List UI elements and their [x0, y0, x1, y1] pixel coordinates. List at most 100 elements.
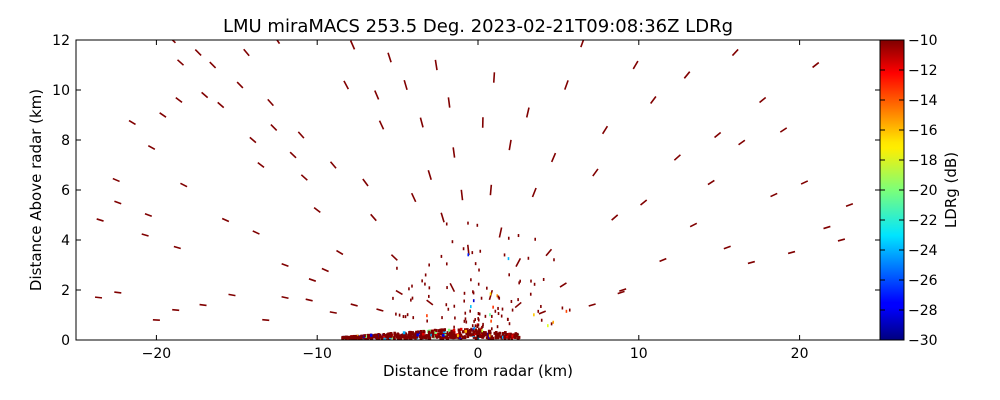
- clutter-cell: [351, 335, 354, 339]
- clutter-cell: [500, 336, 504, 340]
- echo-segment: [243, 48, 250, 57]
- clutter-cell: [509, 332, 512, 336]
- y-tick-label: 8: [61, 133, 70, 149]
- echo-speckle: [402, 315, 405, 319]
- echo-segment: [349, 40, 356, 50]
- colorbar-tick-label: −14: [908, 93, 938, 109]
- clutter-cell: [344, 335, 348, 339]
- echo-speckle: [517, 234, 520, 238]
- echo-speckle: [421, 279, 423, 283]
- echo-speckle: [550, 322, 553, 326]
- echo-segment: [390, 254, 398, 261]
- echo-segment: [650, 96, 657, 104]
- clutter-cell: [517, 335, 521, 339]
- echo-segment: [449, 282, 456, 293]
- echo-speckle: [530, 279, 532, 283]
- echo-segment: [281, 262, 289, 268]
- clutter-cell: [375, 333, 378, 337]
- clutter-cell: [443, 335, 447, 339]
- clutter-cell: [474, 336, 478, 340]
- clutter-cell: [447, 333, 451, 337]
- echo-speckle: [480, 327, 482, 331]
- colorbar-tick-label: −24: [908, 243, 938, 259]
- clutter-cell: [369, 333, 373, 337]
- clutter-cell: [496, 336, 500, 340]
- echo-speckle: [473, 319, 475, 323]
- echo-speckle: [445, 303, 448, 307]
- x-tick-label: 20: [791, 346, 809, 362]
- echo-speckle: [453, 331, 455, 335]
- echo-speckle: [477, 311, 480, 315]
- echo-speckle: [517, 298, 519, 302]
- clutter-cell: [454, 335, 457, 339]
- echo-segment: [257, 161, 265, 169]
- echo-speckle: [506, 317, 509, 321]
- echo-speckle: [424, 282, 426, 286]
- clutter-cell: [411, 335, 414, 339]
- colorbar-tick-label: −30: [908, 333, 938, 349]
- echo-speckle: [428, 286, 431, 290]
- echo-segment: [267, 98, 274, 107]
- clutter-cell: [402, 335, 405, 339]
- echo-segment: [114, 200, 122, 205]
- clutter-cell: [422, 329, 425, 333]
- clutter-cell: [437, 334, 440, 338]
- echo-speckle: [467, 221, 469, 225]
- clutter-cell: [380, 336, 384, 340]
- echo-segment: [588, 303, 596, 307]
- clutter-cell: [463, 335, 466, 339]
- clutter-cell: [470, 333, 474, 337]
- clutter-cell: [472, 335, 476, 339]
- clutter-cell: [450, 333, 454, 337]
- echo-speckle: [547, 324, 549, 328]
- clutter-cell: [421, 334, 424, 338]
- echo-segment: [800, 180, 809, 185]
- clutter-cell: [461, 336, 464, 340]
- echo-speckle: [472, 290, 474, 294]
- echo-layer: [94, 40, 854, 340]
- x-tick-label: 10: [630, 346, 648, 362]
- echo-speckle: [490, 319, 492, 323]
- clutter-cell: [445, 333, 449, 337]
- clutter-cell: [426, 334, 429, 338]
- echo-speckle: [478, 312, 481, 316]
- echo-speckle: [519, 279, 521, 283]
- echo-segment: [336, 249, 344, 256]
- echo-speckle: [404, 315, 407, 319]
- echo-segment: [492, 72, 496, 83]
- echo-speckle: [447, 307, 450, 311]
- clutter-cell: [411, 331, 414, 335]
- echo-speckle: [497, 295, 500, 299]
- echo-speckle: [463, 299, 466, 303]
- clutter-cell: [443, 328, 447, 332]
- echo-speckle: [565, 309, 568, 313]
- clutter-cell: [410, 334, 413, 338]
- echo-speckle: [478, 327, 480, 331]
- echo-speckle: [408, 287, 410, 291]
- echo-speckle: [446, 286, 448, 290]
- echo-segment: [452, 147, 456, 158]
- clutter-cell: [477, 329, 481, 333]
- clutter-cell: [397, 336, 400, 340]
- y-tick-label: 10: [52, 83, 70, 99]
- echo-speckle: [477, 282, 480, 286]
- echo-speckle: [472, 330, 474, 334]
- echo-speckle: [412, 316, 415, 320]
- echo-segment: [350, 303, 358, 307]
- clutter-cell: [400, 335, 403, 339]
- echo-speckle: [484, 331, 486, 335]
- echo-segment: [592, 168, 599, 177]
- echo-speckle: [479, 328, 481, 332]
- colorbar-tick-label: −22: [908, 213, 938, 229]
- clutter-cell: [494, 331, 498, 335]
- echo-speckle: [497, 306, 499, 310]
- echo-speckle: [464, 311, 467, 315]
- clutter-cell: [508, 332, 511, 336]
- echo-segment: [427, 169, 432, 181]
- echo-speckle: [445, 222, 448, 226]
- echo-speckle: [501, 307, 504, 311]
- echo-speckle: [498, 296, 501, 300]
- clutter-cell: [442, 331, 446, 335]
- chart-title: LMU miraMACS 253.5 Deg. 2023-02-21T09:08…: [223, 16, 733, 37]
- clutter-cell: [400, 333, 404, 337]
